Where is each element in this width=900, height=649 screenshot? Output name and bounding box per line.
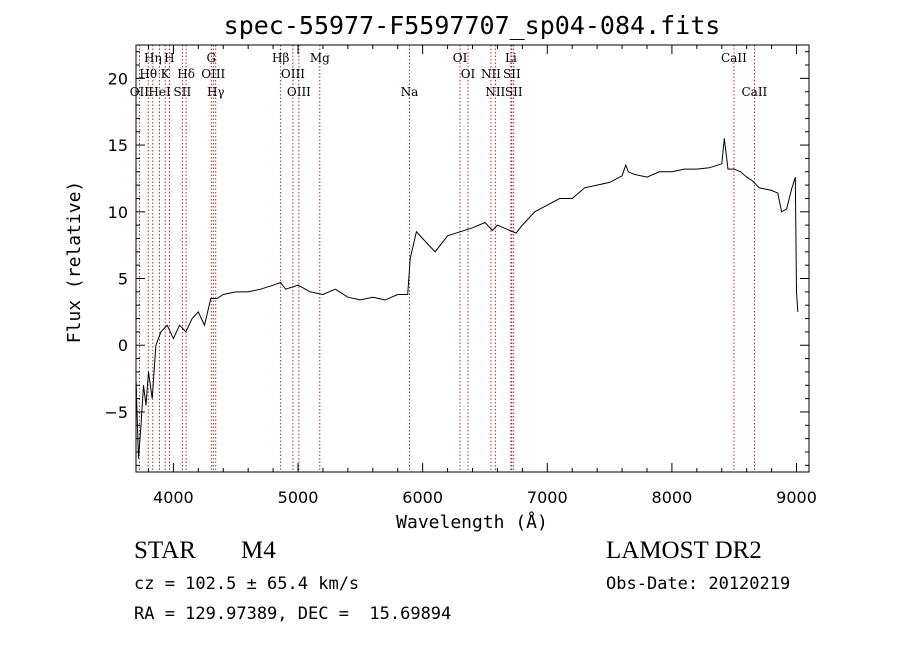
object-subclass: M4 — [241, 537, 276, 564]
object-class: STAR — [134, 537, 196, 564]
x-tick-label: 9000 — [776, 488, 817, 507]
line-marker-label: Hθ — [139, 67, 157, 81]
y-axis-ticks: −5 0 5 10 15 20 — [104, 51, 809, 466]
x-axis-ticks: 4000 5000 6000 7000 8000 9000 — [147, 45, 817, 507]
line-marker-label: SII — [503, 67, 521, 81]
line-marker-label: OIII — [201, 67, 225, 81]
line-marker-label: Hβ — [272, 51, 289, 65]
line-marker-label: SII — [174, 85, 192, 99]
line-marker-label: CaII — [741, 85, 767, 99]
line-marker-lines — [138, 45, 755, 472]
line-marker-label: Hδ — [177, 67, 195, 81]
line-marker-label: CaII — [721, 51, 747, 65]
line-marker-labels: OIIHθHηHeIKHSIIHδGOIIIHγHβOIIIOIIIMgNaOI… — [130, 51, 768, 99]
ra-dec-coordinates: RA = 129.97389, DEC = 15.69894 — [134, 604, 452, 624]
y-tick-label: 0 — [118, 336, 128, 355]
x-axis-label: Wavelength (Å) — [396, 511, 548, 533]
y-tick-label: 10 — [108, 203, 128, 222]
line-marker-label: SII — [505, 85, 523, 99]
line-marker-label: G — [206, 51, 216, 65]
y-tick-label: 5 — [118, 270, 128, 289]
line-marker-label: NII — [481, 67, 501, 81]
line-marker-label: Li — [505, 51, 517, 65]
survey-name: LAMOST DR2 — [606, 537, 762, 564]
line-marker-label: OIII — [281, 67, 305, 81]
x-tick-label: 4000 — [153, 488, 194, 507]
line-marker-label: Na — [401, 85, 419, 99]
x-tick-label: 7000 — [527, 488, 568, 507]
x-tick-label: 6000 — [402, 488, 443, 507]
plot-frame — [135, 44, 810, 473]
y-tick-label: 20 — [108, 69, 128, 88]
chart-title: spec-55977-F5597707_sp04-084.fits — [224, 11, 721, 40]
line-marker-label: Mg — [310, 51, 330, 65]
x-tick-label: 8000 — [652, 488, 693, 507]
y-axis-label: Flux (relative) — [64, 181, 85, 344]
line-marker-label: H — [164, 51, 174, 65]
line-marker-label: Hη — [144, 51, 162, 65]
line-marker-label: NII — [485, 85, 505, 99]
spectrum-series-line — [135, 138, 799, 459]
y-tick-label: 15 — [108, 136, 128, 155]
line-marker-label: OI — [453, 51, 468, 65]
line-marker-label: OI — [461, 67, 476, 81]
y-tick-label: −5 — [104, 403, 128, 422]
redshift-cz: cz = 102.5 ± 65.4 km/s — [134, 574, 360, 594]
observation-date: Obs-Date: 20120219 — [606, 574, 791, 594]
line-marker-label: K — [161, 67, 171, 81]
line-marker-label: Hγ — [207, 85, 225, 99]
line-marker-label: HeI — [148, 85, 171, 99]
line-marker-label: OIII — [287, 85, 311, 99]
x-tick-label: 5000 — [278, 488, 319, 507]
